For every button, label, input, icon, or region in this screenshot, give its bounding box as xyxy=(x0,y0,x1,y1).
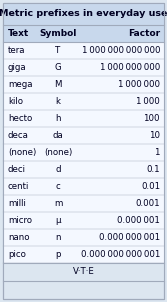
Bar xyxy=(3,25,164,42)
Text: n: n xyxy=(55,233,61,242)
Bar xyxy=(3,76,164,93)
Text: μ: μ xyxy=(55,216,61,225)
Bar xyxy=(3,144,164,161)
Text: 0.000 000 000 001: 0.000 000 000 001 xyxy=(81,250,160,259)
Text: V·T·E: V·T·E xyxy=(73,268,94,277)
Text: p: p xyxy=(55,250,61,259)
Text: (none): (none) xyxy=(8,148,36,157)
Text: tera: tera xyxy=(8,46,26,55)
Bar xyxy=(3,3,164,25)
Bar xyxy=(3,42,164,59)
Text: M: M xyxy=(54,80,62,89)
Text: milli: milli xyxy=(8,199,26,208)
Text: deca: deca xyxy=(8,131,29,140)
Bar xyxy=(3,263,164,281)
Text: pico: pico xyxy=(8,250,26,259)
Text: deci: deci xyxy=(8,165,26,174)
Bar xyxy=(3,110,164,127)
Text: (none): (none) xyxy=(44,148,72,157)
Text: T: T xyxy=(55,46,61,55)
Bar xyxy=(3,93,164,110)
Text: 1 000: 1 000 xyxy=(136,97,160,106)
Text: c: c xyxy=(56,182,60,191)
Bar xyxy=(3,161,164,178)
Text: 0.01: 0.01 xyxy=(141,182,160,191)
Text: nano: nano xyxy=(8,233,30,242)
Text: 0.001: 0.001 xyxy=(135,199,160,208)
Text: Metric prefixes in everyday use: Metric prefixes in everyday use xyxy=(0,9,167,18)
Text: mega: mega xyxy=(8,80,33,89)
Bar xyxy=(3,178,164,195)
Bar xyxy=(3,195,164,212)
Text: h: h xyxy=(55,114,61,123)
Bar xyxy=(3,212,164,229)
Text: Symbol: Symbol xyxy=(39,29,77,38)
Text: d: d xyxy=(55,165,61,174)
Text: da: da xyxy=(53,131,63,140)
Text: micro: micro xyxy=(8,216,32,225)
Text: 1 000 000 000 000: 1 000 000 000 000 xyxy=(81,46,160,55)
Text: 1 000 000 000: 1 000 000 000 xyxy=(100,63,160,72)
Text: giga: giga xyxy=(8,63,27,72)
Bar xyxy=(3,246,164,263)
Text: 10: 10 xyxy=(149,131,160,140)
Bar xyxy=(3,229,164,246)
Text: m: m xyxy=(54,199,62,208)
Bar xyxy=(3,59,164,76)
Text: Factor: Factor xyxy=(128,29,160,38)
Text: 100: 100 xyxy=(143,114,160,123)
Text: hecto: hecto xyxy=(8,114,32,123)
Text: 0.1: 0.1 xyxy=(146,165,160,174)
Text: centi: centi xyxy=(8,182,29,191)
Bar xyxy=(3,127,164,144)
Text: kilo: kilo xyxy=(8,97,23,106)
Text: 1: 1 xyxy=(154,148,160,157)
Text: 1 000 000: 1 000 000 xyxy=(118,80,160,89)
Text: 0.000 001: 0.000 001 xyxy=(117,216,160,225)
Text: 0.000 000 001: 0.000 000 001 xyxy=(99,233,160,242)
Text: G: G xyxy=(55,63,61,72)
Text: Text: Text xyxy=(8,29,29,38)
Text: k: k xyxy=(55,97,60,106)
